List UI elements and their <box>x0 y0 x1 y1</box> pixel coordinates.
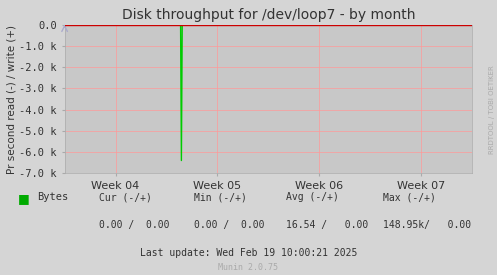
Text: Avg (-/+): Avg (-/+) <box>286 192 338 202</box>
Text: Last update: Wed Feb 19 10:00:21 2025: Last update: Wed Feb 19 10:00:21 2025 <box>140 248 357 257</box>
Text: Cur (-/+): Cur (-/+) <box>99 192 152 202</box>
Text: Min (-/+): Min (-/+) <box>194 192 247 202</box>
Text: ■: ■ <box>17 192 29 205</box>
Title: Disk throughput for /dev/loop7 - by month: Disk throughput for /dev/loop7 - by mont… <box>122 8 415 22</box>
Text: Max (-/+): Max (-/+) <box>383 192 435 202</box>
Y-axis label: Pr second read (-) / write (+): Pr second read (-) / write (+) <box>6 24 17 174</box>
Text: 0.00 /  0.00: 0.00 / 0.00 <box>99 220 170 230</box>
Text: 148.95k/   0.00: 148.95k/ 0.00 <box>383 220 471 230</box>
Text: RRDTOOL / TOBI OETIKER: RRDTOOL / TOBI OETIKER <box>489 66 495 154</box>
Text: Bytes: Bytes <box>37 192 69 202</box>
Text: Munin 2.0.75: Munin 2.0.75 <box>219 263 278 272</box>
Text: 16.54 /   0.00: 16.54 / 0.00 <box>286 220 368 230</box>
Text: 0.00 /  0.00: 0.00 / 0.00 <box>194 220 264 230</box>
